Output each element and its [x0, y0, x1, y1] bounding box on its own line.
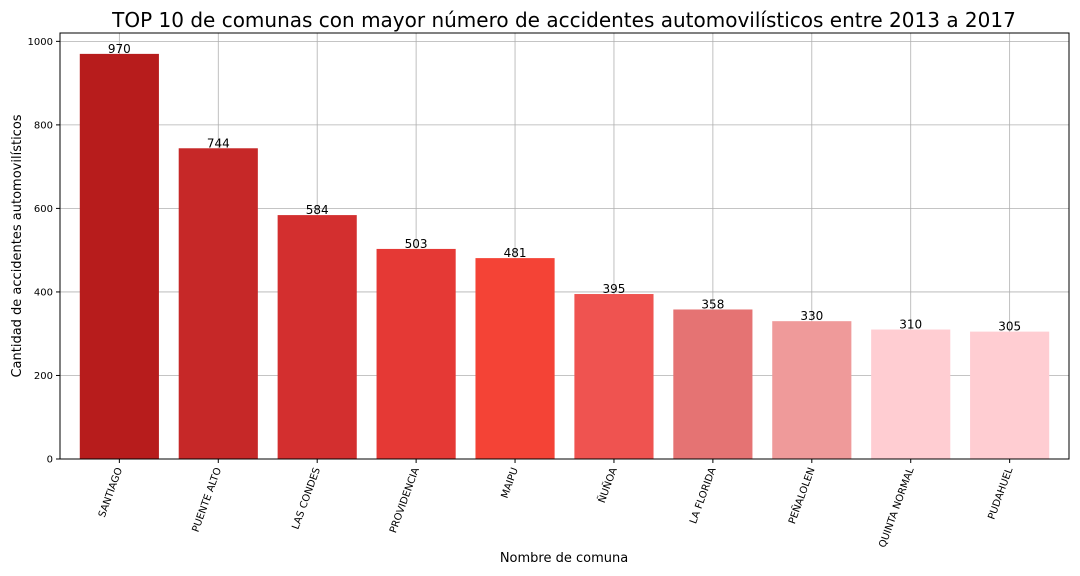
bar-8	[772, 321, 852, 459]
bar-7	[673, 309, 753, 459]
data-label: 310	[899, 318, 922, 332]
x-tick-label: PUDAHUEL	[987, 466, 1016, 521]
x-tick-label: LA FLORIDA	[688, 466, 719, 525]
data-label: 358	[701, 297, 724, 311]
y-axis-label: Cantidad de accidentes automovilísticos	[10, 114, 25, 377]
bar-10	[970, 331, 1050, 459]
bar-4	[376, 248, 456, 459]
bar-1	[79, 53, 159, 459]
data-label-layer: 970 744 584 503 481 395 358 330 310 305	[108, 42, 1021, 334]
y-tick-label: 400	[34, 287, 53, 298]
x-axis-label: Nombre de comuna	[500, 551, 628, 566]
x-tick-label: QUINTA NORMAL	[877, 466, 916, 549]
bar-6	[574, 294, 654, 459]
bar-9	[871, 329, 951, 459]
bar-5	[475, 258, 555, 459]
data-label: 503	[405, 237, 428, 251]
data-label: 395	[603, 282, 626, 296]
y-tick-label: 0	[47, 455, 53, 466]
y-tick-label: 600	[34, 204, 53, 215]
y-tick-layer: 0 200 400 600 800 1000	[28, 37, 60, 466]
data-label: 305	[998, 320, 1021, 334]
x-tick-layer: SANTIAGO PUENTE ALTO LAS CONDES PROVIDENCIA…	[97, 459, 1016, 549]
x-tick-label: PROVIDENCIA	[388, 466, 422, 535]
plot-frame	[59, 32, 1070, 460]
y-tick-label: 1000	[28, 37, 53, 48]
x-tick-label: PUENTE ALTO	[191, 466, 225, 534]
data-label: 584	[306, 203, 329, 217]
bar-layer	[79, 53, 1050, 460]
x-tick-label: PEÑALOLEN	[785, 466, 817, 526]
y-tick-label: 200	[34, 371, 53, 382]
x-tick-label: LAS CONDES	[290, 466, 323, 531]
bar-2	[178, 148, 258, 460]
chart-title: TOP 10 de comunas con mayor número de ac…	[111, 8, 1016, 32]
data-label: 970	[108, 42, 131, 56]
x-tick-label: ÑUÑOA	[595, 465, 620, 504]
x-tick-label: MAIPU	[500, 466, 521, 500]
data-label: 330	[800, 309, 823, 323]
data-label: 481	[504, 246, 527, 260]
y-tick-label: 800	[34, 120, 53, 131]
data-label: 744	[207, 136, 230, 150]
x-tick-label: SANTIAGO	[97, 466, 125, 519]
bar-3	[277, 215, 357, 459]
